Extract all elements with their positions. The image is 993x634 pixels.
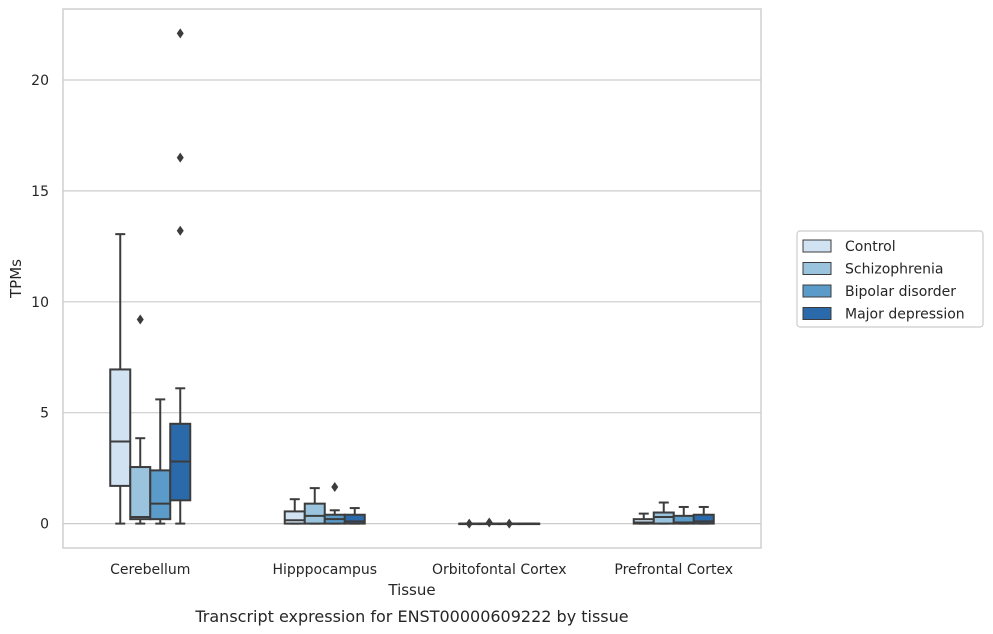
box-schizophrenia xyxy=(303,487,326,525)
box-body xyxy=(343,513,366,525)
y-tick-labels: 0 5 10 15 20 xyxy=(31,73,49,533)
legend-swatch xyxy=(802,239,832,253)
box-body xyxy=(652,511,675,525)
box-major-depression xyxy=(343,507,366,525)
chart-title: Transcript expression for ENST0000060922… xyxy=(194,607,628,626)
legend-swatch xyxy=(802,284,832,298)
y-tick-label: 5 xyxy=(40,406,49,422)
outlier-point xyxy=(505,518,513,529)
box-body xyxy=(109,368,132,487)
box-control xyxy=(109,233,132,525)
y-tick-label: 0 xyxy=(40,517,49,533)
box-bipolar-disorder xyxy=(672,505,695,525)
box-body xyxy=(283,510,306,525)
x-tick-labels: Cerebellum Hipppocampus Orbitofontal Corte… xyxy=(110,562,733,578)
y-tick-label: 10 xyxy=(31,295,49,311)
box-control xyxy=(632,512,655,525)
grid-lines xyxy=(63,79,761,525)
box-body xyxy=(149,469,172,521)
box-schizophrenia xyxy=(478,517,501,528)
legend-swatch xyxy=(802,307,832,320)
outlier-point xyxy=(176,152,184,163)
plot-frame xyxy=(62,8,762,549)
box-bipolar-disorder xyxy=(323,482,346,525)
x-tick-label: Orbitofontal Cortex xyxy=(432,562,567,578)
outlier-point xyxy=(485,517,493,528)
x-tick-label: Cerebellum xyxy=(110,562,190,578)
legend-label: Control xyxy=(845,239,896,255)
y-tick-label: 20 xyxy=(31,73,49,89)
legend: Control Schizophrenia Bipolar disorder Majo… xyxy=(796,230,984,328)
outlier-point xyxy=(465,518,473,529)
box-schizophrenia xyxy=(652,501,675,525)
outlier-point xyxy=(176,225,184,236)
legend-swatch xyxy=(802,262,832,275)
legend-label: Bipolar disorder xyxy=(845,284,956,300)
box-major-depression xyxy=(692,505,715,525)
box-body xyxy=(692,513,715,525)
outlier-point xyxy=(136,314,144,325)
x-axis-title: Tissue xyxy=(387,581,435,599)
box-schizophrenia xyxy=(129,314,152,525)
legend-label: Schizophrenia xyxy=(845,262,943,278)
box-bipolar-disorder xyxy=(498,518,521,529)
box-control xyxy=(458,518,481,529)
outlier-point xyxy=(331,482,339,493)
box-major-depression xyxy=(169,28,192,525)
x-tick-label: Prefrontal Cortex xyxy=(614,562,733,578)
legend-label: Major depression xyxy=(845,307,965,323)
box-marks xyxy=(109,28,715,529)
box-body xyxy=(303,502,326,525)
box-body xyxy=(129,466,152,521)
x-tick-label: Hipppocampus xyxy=(272,562,377,578)
y-tick-label: 15 xyxy=(31,184,49,200)
box-bipolar-disorder xyxy=(149,398,172,525)
box-control xyxy=(283,498,306,525)
y-axis-title: TPMs xyxy=(7,259,25,299)
box-major-depression xyxy=(518,522,541,526)
outlier-point xyxy=(176,28,184,39)
legend-frame xyxy=(796,230,984,328)
